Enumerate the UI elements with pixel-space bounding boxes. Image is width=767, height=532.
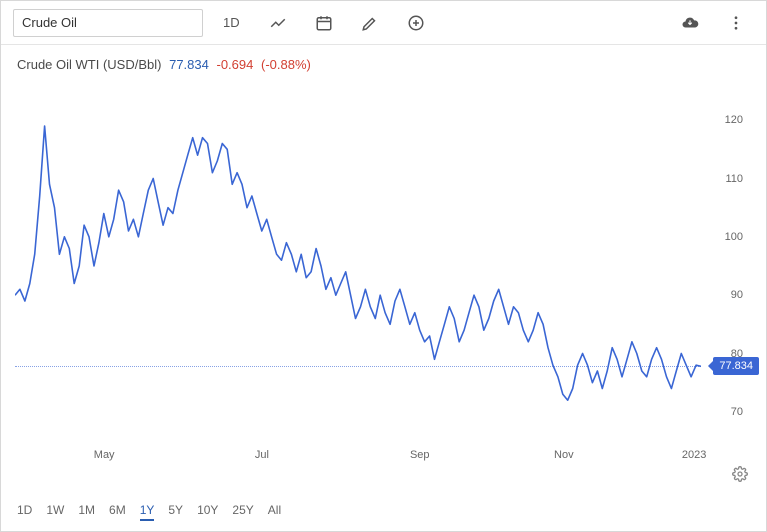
instrument-title: Crude Oil WTI (USD/Bbl) — [17, 57, 161, 72]
y-axis-tick: 100 — [725, 231, 743, 243]
current-price-flag: 77.834 — [713, 357, 759, 375]
price-line-chart — [15, 91, 701, 441]
x-axis-tick: Sep — [410, 449, 430, 461]
calendar-icon[interactable] — [306, 8, 342, 38]
last-price: 77.834 — [169, 57, 209, 72]
range-item-6m[interactable]: 6M — [109, 503, 126, 521]
y-axis-tick: 120 — [725, 114, 743, 126]
y-axis-tick: 110 — [725, 173, 743, 185]
y-axis-tick: 90 — [731, 289, 743, 301]
price-change-pct: (-0.88%) — [261, 57, 311, 72]
chart-header: Crude Oil WTI (USD/Bbl) 77.834 -0.694 (-… — [1, 45, 766, 76]
current-price-line — [15, 366, 701, 367]
x-axis-tick: 2023 — [682, 449, 706, 461]
add-indicator-icon[interactable] — [398, 8, 434, 38]
range-item-1y[interactable]: 1Y — [140, 503, 155, 521]
y-axis-tick: 70 — [731, 406, 743, 418]
interval-button[interactable]: 1D — [213, 8, 250, 38]
range-item-5y[interactable]: 5Y — [168, 503, 183, 521]
range-item-1m[interactable]: 1M — [78, 503, 95, 521]
symbol-search-input[interactable] — [13, 9, 203, 37]
range-item-10y[interactable]: 10Y — [197, 503, 218, 521]
range-item-1w[interactable]: 1W — [46, 503, 64, 521]
settings-gear-icon[interactable] — [732, 466, 748, 487]
x-axis-tick: Jul — [255, 449, 269, 461]
chart-style-icon[interactable] — [260, 8, 296, 38]
draw-icon[interactable] — [352, 8, 388, 38]
chart-plot-area[interactable]: 708090100110120MayJulSepNov202377.834 — [15, 91, 701, 441]
range-item-25y[interactable]: 25Y — [232, 503, 253, 521]
range-item-all[interactable]: All — [268, 503, 281, 521]
x-axis-tick: May — [94, 449, 115, 461]
chart-widget: 1D Crude Oil WTI (USD/Bbl) 77.834 -0.694… — [0, 0, 767, 532]
range-selector: 1D 1W 1M 6M 1Y 5Y 10Y 25Y All — [17, 503, 281, 521]
range-item-1d[interactable]: 1D — [17, 503, 32, 521]
toolbar: 1D — [1, 1, 766, 45]
price-change: -0.694 — [216, 57, 253, 72]
x-axis-tick: Nov — [554, 449, 574, 461]
download-cloud-icon[interactable] — [672, 8, 708, 38]
more-menu-icon[interactable] — [718, 8, 754, 38]
